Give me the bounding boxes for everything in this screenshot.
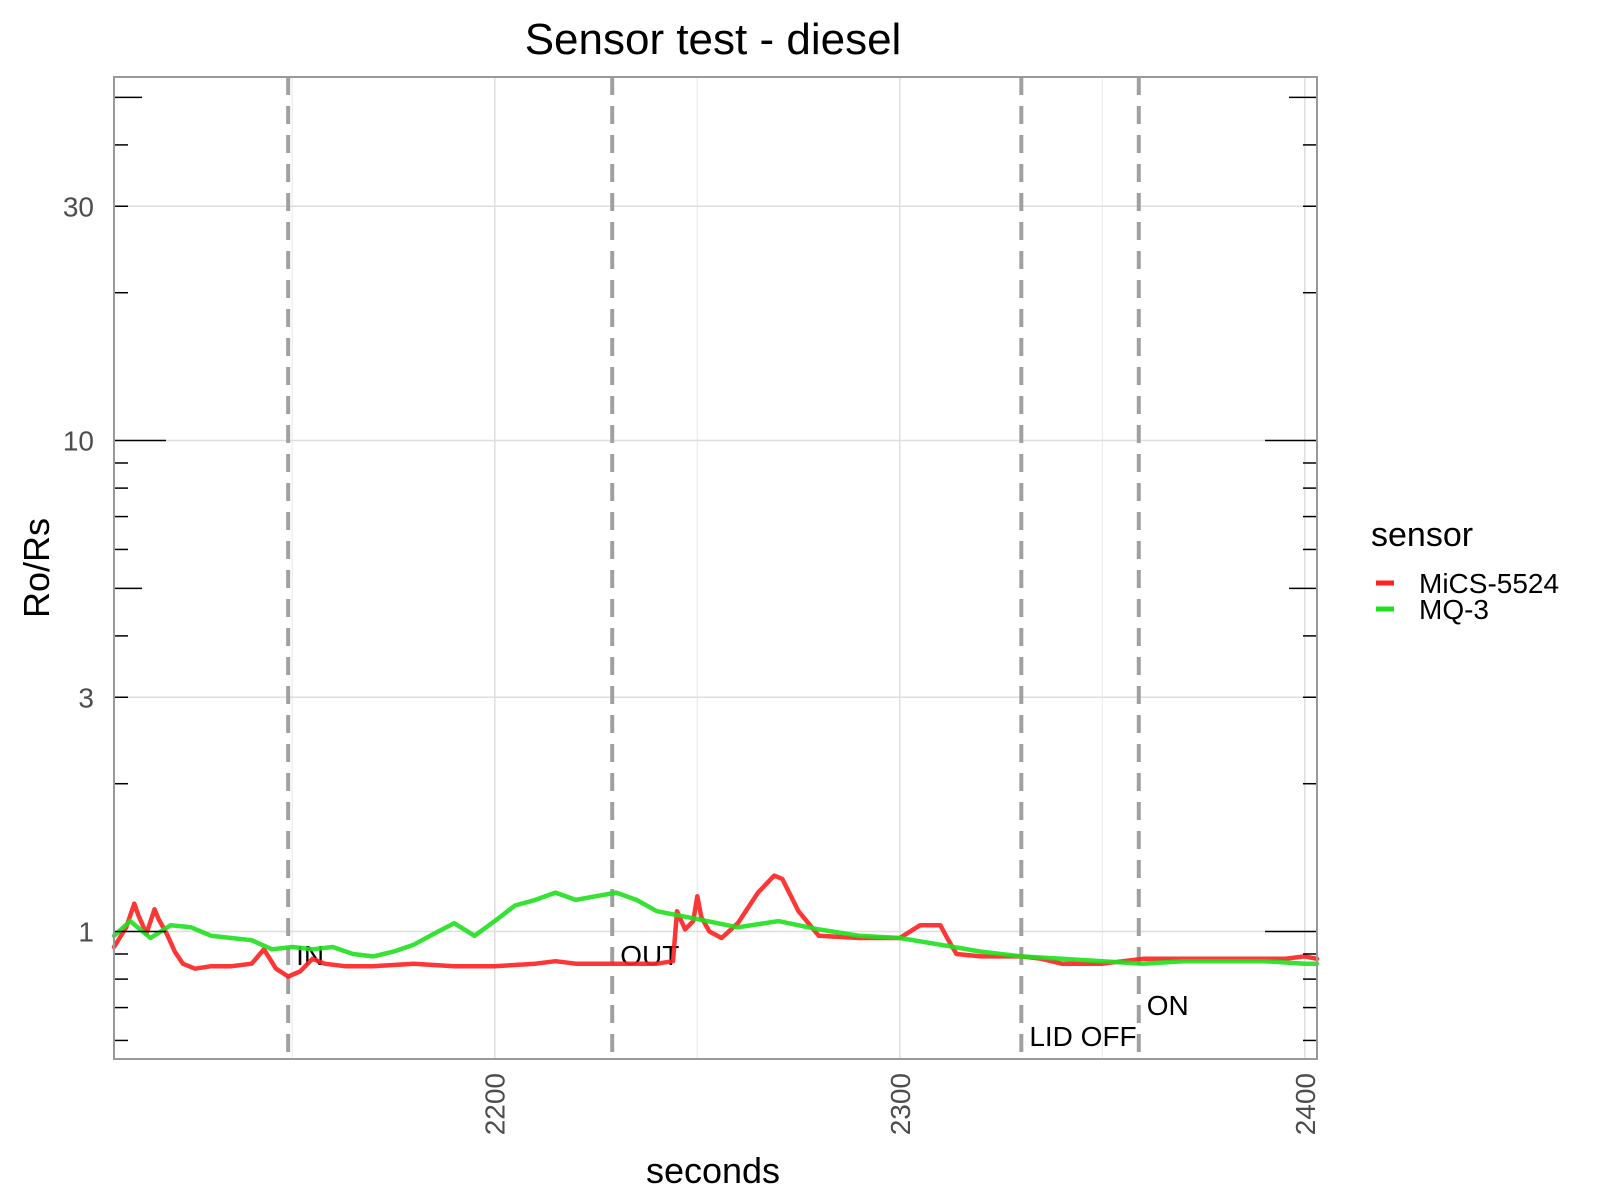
plot-background [114,77,1317,1059]
x-tick-label: 2200 [480,1073,511,1135]
legend-label: MiCS-5524 [1419,568,1559,599]
event-label: ON [1147,990,1189,1021]
x-tick-label: 2300 [885,1073,916,1135]
event-label: OUT [620,940,679,971]
series-lines [111,873,1320,979]
series-line-mq-3 [111,890,1320,966]
plot-border [113,76,1318,1060]
x-axis-title: seconds [646,1150,780,1191]
x-tick-label: 2400 [1290,1073,1321,1135]
x-axis: 2200 2300 2400 [480,1073,1321,1135]
chart-title: Sensor test - diesel [525,15,902,64]
y-tick-label: 10 [63,426,94,457]
legend-title: sensor [1371,516,1473,554]
y-tick-label: 1 [78,917,94,948]
legend-label: MQ-3 [1419,594,1489,625]
plot-panel: IN OUT LID OFF ON [111,76,1320,1060]
event-label: LID OFF [1029,1021,1136,1052]
y-tick-label: 3 [78,682,94,713]
y-axis: 1 3 10 30 [63,191,94,947]
y-tick-label: 30 [63,191,94,222]
grid [114,77,1317,1059]
event-label: IN [296,940,324,971]
y-axis-title: Ro/Rs [16,518,57,618]
y-tick-marks [114,96,1317,1042]
